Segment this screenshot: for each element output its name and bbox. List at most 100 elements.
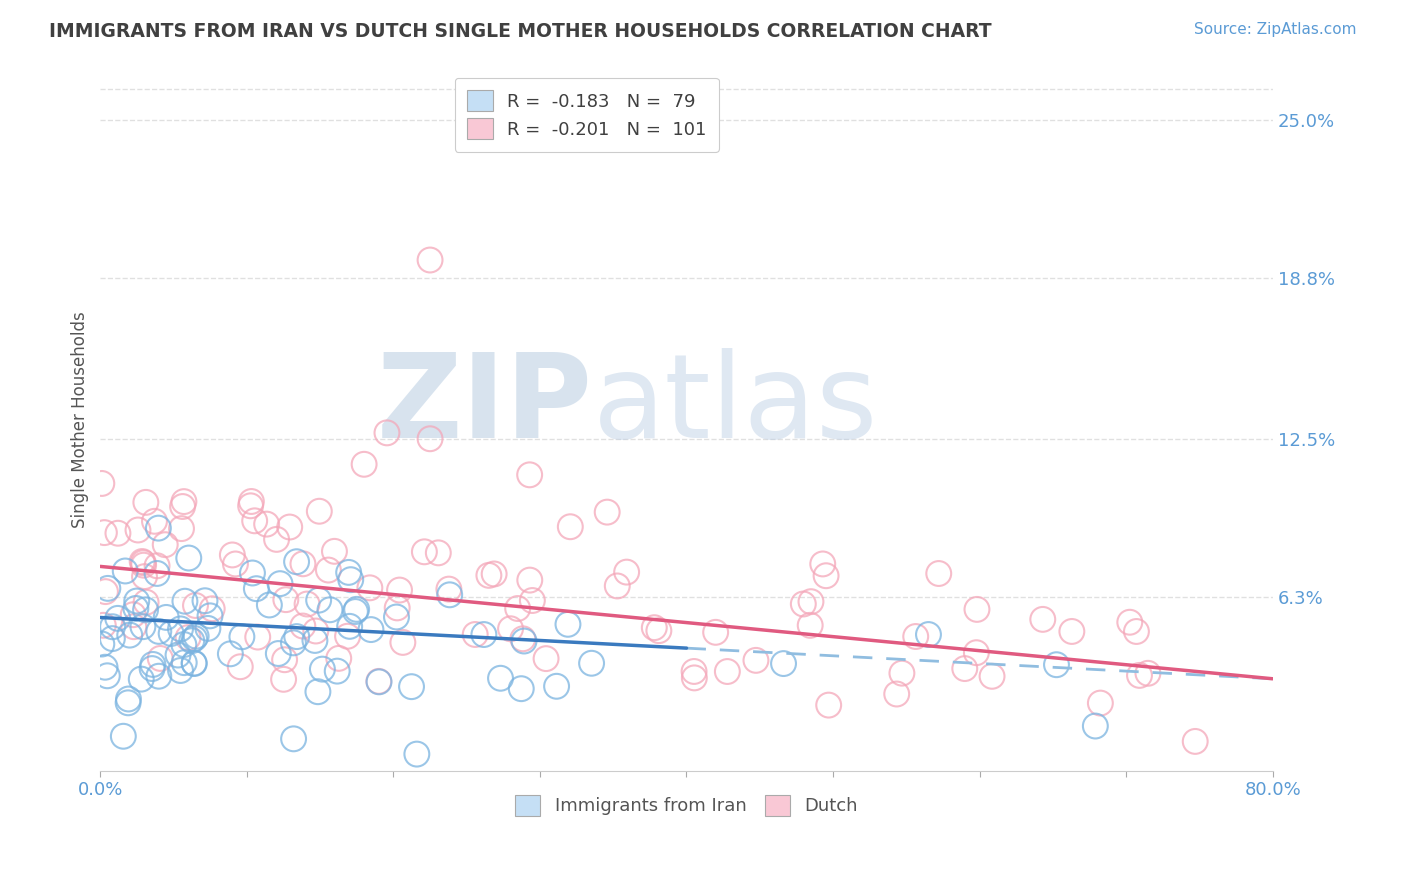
Point bbox=[259, 598, 281, 612]
Point bbox=[269, 576, 291, 591]
Point bbox=[886, 687, 908, 701]
Point bbox=[385, 600, 408, 615]
Point bbox=[101, 632, 124, 646]
Point bbox=[643, 621, 665, 635]
Point bbox=[198, 608, 221, 623]
Point bbox=[135, 495, 157, 509]
Point bbox=[353, 458, 375, 472]
Point bbox=[405, 747, 427, 761]
Point bbox=[1119, 615, 1142, 630]
Point bbox=[799, 618, 821, 632]
Point bbox=[132, 620, 155, 634]
Point bbox=[519, 573, 541, 587]
Point bbox=[114, 564, 136, 578]
Point bbox=[683, 671, 706, 685]
Point bbox=[464, 627, 486, 641]
Point bbox=[125, 594, 148, 608]
Point bbox=[155, 610, 177, 624]
Point bbox=[811, 557, 834, 571]
Point bbox=[489, 671, 512, 685]
Point bbox=[928, 566, 950, 581]
Point bbox=[308, 593, 330, 607]
Point bbox=[478, 568, 501, 582]
Point bbox=[278, 520, 301, 534]
Point bbox=[800, 595, 823, 609]
Point bbox=[194, 593, 217, 607]
Point bbox=[904, 630, 927, 644]
Point bbox=[557, 617, 579, 632]
Point bbox=[1184, 734, 1206, 748]
Point bbox=[132, 558, 155, 573]
Point bbox=[522, 593, 544, 607]
Point bbox=[242, 566, 264, 580]
Point bbox=[388, 582, 411, 597]
Point bbox=[240, 494, 263, 508]
Point bbox=[283, 731, 305, 746]
Point bbox=[1032, 612, 1054, 626]
Point bbox=[401, 680, 423, 694]
Point bbox=[1084, 719, 1107, 733]
Point bbox=[177, 631, 200, 645]
Point bbox=[326, 664, 349, 678]
Point bbox=[772, 657, 794, 671]
Point bbox=[385, 610, 408, 624]
Point bbox=[135, 595, 157, 609]
Point bbox=[172, 500, 194, 514]
Point bbox=[291, 619, 314, 633]
Point bbox=[339, 619, 361, 633]
Point bbox=[392, 635, 415, 649]
Point bbox=[716, 665, 738, 679]
Point bbox=[419, 432, 441, 446]
Point bbox=[101, 620, 124, 634]
Point bbox=[174, 594, 197, 608]
Point bbox=[499, 622, 522, 636]
Text: IMMIGRANTS FROM IRAN VS DUTCH SINGLE MOTHER HOUSEHOLDS CORRELATION CHART: IMMIGRANTS FROM IRAN VS DUTCH SINGLE MOT… bbox=[49, 22, 991, 41]
Point bbox=[135, 603, 157, 617]
Point bbox=[245, 582, 267, 596]
Point bbox=[173, 656, 195, 670]
Point bbox=[285, 555, 308, 569]
Point bbox=[606, 579, 628, 593]
Point bbox=[336, 629, 359, 643]
Point bbox=[981, 669, 1004, 683]
Point bbox=[1136, 666, 1159, 681]
Point bbox=[197, 622, 219, 636]
Point bbox=[173, 494, 195, 508]
Point bbox=[1128, 668, 1150, 682]
Point bbox=[323, 544, 346, 558]
Point bbox=[125, 601, 148, 615]
Point bbox=[337, 566, 360, 580]
Point bbox=[339, 573, 361, 587]
Point bbox=[160, 626, 183, 640]
Point bbox=[239, 499, 262, 513]
Point bbox=[519, 467, 541, 482]
Point bbox=[231, 630, 253, 644]
Point bbox=[273, 653, 295, 667]
Point bbox=[295, 597, 318, 611]
Point bbox=[1060, 624, 1083, 639]
Point bbox=[513, 634, 536, 648]
Point bbox=[127, 523, 149, 537]
Point bbox=[266, 533, 288, 547]
Point bbox=[94, 584, 117, 599]
Point bbox=[965, 646, 987, 660]
Point bbox=[219, 647, 242, 661]
Point bbox=[304, 633, 326, 648]
Point bbox=[201, 601, 224, 615]
Point bbox=[311, 662, 333, 676]
Text: ZIP: ZIP bbox=[377, 348, 593, 463]
Point bbox=[112, 729, 135, 743]
Point bbox=[273, 673, 295, 687]
Point bbox=[344, 605, 367, 619]
Point bbox=[167, 648, 190, 662]
Point bbox=[704, 625, 727, 640]
Point bbox=[107, 526, 129, 541]
Point bbox=[148, 521, 170, 535]
Point bbox=[129, 672, 152, 686]
Point bbox=[815, 568, 838, 582]
Point bbox=[246, 630, 269, 644]
Point bbox=[90, 476, 112, 491]
Point bbox=[437, 582, 460, 596]
Point bbox=[148, 669, 170, 683]
Point bbox=[328, 651, 350, 665]
